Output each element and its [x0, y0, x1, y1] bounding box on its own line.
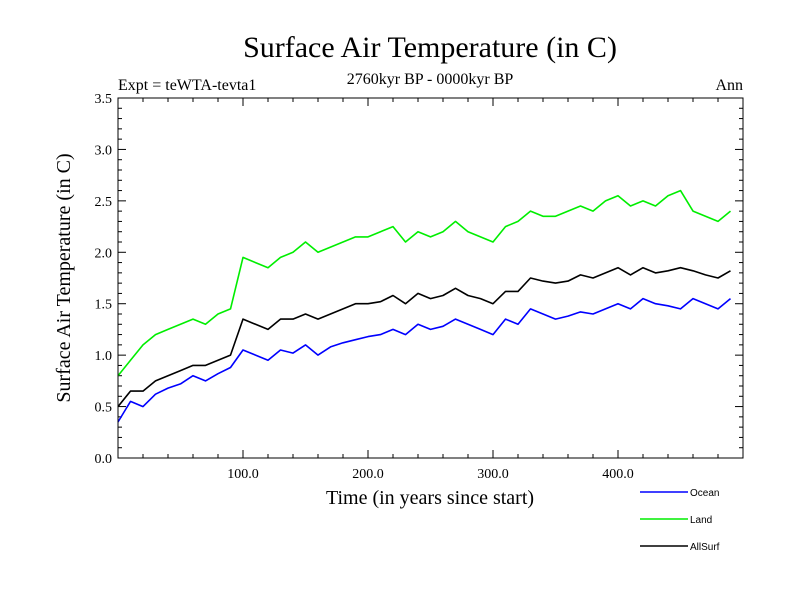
series-layer	[117, 189, 732, 423]
x-axis-label: Time (in years since start)	[326, 487, 534, 509]
chart-title: Surface Air Temperature (in C)	[243, 31, 617, 64]
legend: Ocean Land AllSurf	[640, 488, 720, 553]
series-line-allsurf	[117, 266, 731, 408]
x-tick-label: 400.0	[602, 467, 634, 482]
y-axis-label: Surface Air Temperature (in C)	[53, 153, 75, 402]
plot-frame	[117, 97, 744, 459]
legend-label-ocean: Ocean	[690, 488, 719, 499]
experiment-label: Expt = teWTA-tevta1	[118, 77, 256, 94]
legend-label-allsurf: AllSurf	[690, 542, 720, 553]
legend-label-land: Land	[690, 515, 712, 526]
x-tick-label: 300.0	[477, 467, 509, 482]
series-line-land	[117, 189, 732, 377]
season-label: Ann	[715, 77, 743, 94]
series-line-ocean	[117, 297, 732, 423]
axis-ticks	[118, 98, 743, 458]
x-tick-label: 200.0	[352, 467, 384, 482]
y-tick-label: 0.5	[95, 401, 113, 416]
y-tick-label: 1.5	[95, 298, 113, 313]
y-tick-label: 0.0	[95, 452, 113, 467]
y-tick-label: 3.5	[95, 92, 113, 107]
x-tick-label: 100.0	[227, 467, 259, 482]
chart-subtitle: 2760kyr BP - 0000kyr BP	[347, 71, 514, 88]
y-tick-label: 2.5	[95, 195, 113, 210]
y-tick-label: 2.0	[95, 246, 113, 261]
y-tick-labels: 0.0 0.5 1.0 1.5 2.0 2.5 3.0 3.5	[95, 92, 113, 467]
y-tick-label: 1.0	[95, 349, 113, 364]
y-tick-label: 3.0	[95, 143, 113, 158]
x-tick-labels: 100.0 200.0 300.0 400.0	[227, 467, 634, 482]
